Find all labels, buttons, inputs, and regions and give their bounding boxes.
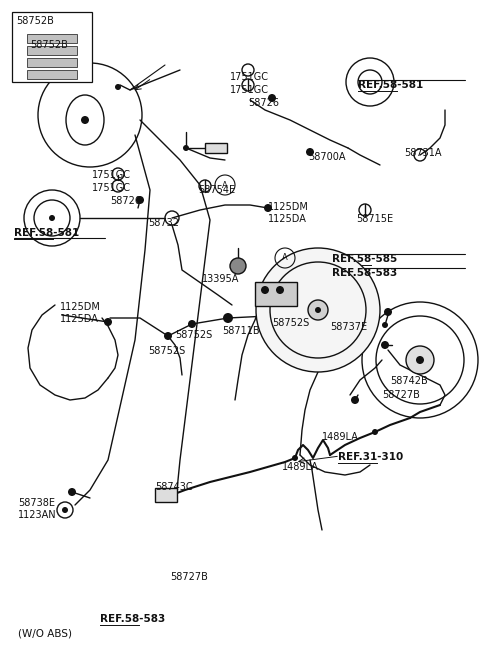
Text: 1751GC: 1751GC	[92, 170, 131, 180]
Text: REF.58-583: REF.58-583	[100, 614, 165, 624]
Text: REF.31-310: REF.31-310	[338, 452, 403, 462]
Text: A: A	[282, 253, 288, 262]
Circle shape	[264, 312, 272, 320]
Bar	[12, 12, 92, 82]
Text: 58752S: 58752S	[148, 346, 185, 356]
Text: 58727B: 58727B	[382, 390, 420, 400]
Circle shape	[276, 286, 284, 294]
Text: 58711B: 58711B	[222, 326, 260, 336]
Bar	[27, 70, 77, 79]
Text: 1489LA: 1489LA	[282, 462, 319, 472]
Bar	[255, 282, 297, 306]
Circle shape	[306, 148, 314, 156]
Text: 58700A: 58700A	[308, 152, 346, 162]
Text: 58752S: 58752S	[272, 318, 309, 328]
Text: 58754E: 58754E	[198, 185, 235, 195]
Circle shape	[230, 258, 246, 274]
Text: 1751GC: 1751GC	[230, 72, 269, 82]
Text: 58715E: 58715E	[356, 214, 393, 224]
Circle shape	[115, 84, 121, 90]
Text: 58752S: 58752S	[175, 330, 212, 340]
Text: (W/O ABS): (W/O ABS)	[18, 628, 72, 638]
Text: 58737E: 58737E	[330, 322, 367, 332]
Text: 58731A: 58731A	[404, 148, 442, 158]
Circle shape	[256, 248, 380, 372]
Text: 1125DA: 1125DA	[60, 314, 99, 324]
Circle shape	[406, 346, 434, 374]
Circle shape	[62, 507, 68, 513]
Text: REF.58-585: REF.58-585	[332, 254, 397, 264]
Text: 1751GC: 1751GC	[92, 183, 131, 193]
Circle shape	[382, 322, 388, 328]
Circle shape	[264, 204, 272, 212]
Bar	[27, 46, 77, 55]
Circle shape	[68, 488, 76, 496]
Circle shape	[308, 300, 328, 320]
Circle shape	[384, 308, 392, 316]
Bar	[155, 488, 177, 502]
Circle shape	[372, 429, 378, 435]
Circle shape	[188, 320, 196, 328]
Text: REF.58-583: REF.58-583	[332, 268, 397, 278]
Text: 1125DA: 1125DA	[268, 214, 307, 224]
Text: A: A	[222, 180, 228, 190]
Text: 58727B: 58727B	[170, 572, 208, 582]
Text: REF.58-581: REF.58-581	[14, 228, 79, 238]
Text: 58752B: 58752B	[30, 40, 68, 50]
Text: 58732: 58732	[148, 218, 179, 228]
Circle shape	[81, 116, 89, 124]
Text: 58743C: 58743C	[155, 482, 192, 492]
Circle shape	[104, 318, 112, 326]
Text: 1489LA: 1489LA	[322, 432, 359, 442]
Bar	[27, 58, 77, 67]
Bar	[27, 34, 77, 43]
Circle shape	[381, 341, 389, 349]
Circle shape	[261, 286, 269, 294]
Circle shape	[315, 307, 321, 313]
Bar	[205, 143, 227, 153]
Circle shape	[292, 455, 298, 461]
Text: 1123AN: 1123AN	[18, 510, 57, 520]
Text: 58742B: 58742B	[390, 376, 428, 386]
Circle shape	[351, 396, 359, 404]
Text: 58726: 58726	[110, 196, 141, 206]
Text: 1751GC: 1751GC	[230, 85, 269, 95]
Circle shape	[164, 332, 172, 340]
Text: 13395A: 13395A	[202, 274, 240, 284]
Text: 58726: 58726	[248, 98, 279, 108]
Circle shape	[268, 94, 276, 102]
Circle shape	[136, 196, 144, 204]
Circle shape	[183, 145, 189, 151]
Circle shape	[49, 215, 55, 221]
Text: 1125DM: 1125DM	[268, 202, 309, 212]
Text: 58738E: 58738E	[18, 498, 55, 508]
Circle shape	[223, 313, 233, 323]
Text: 58752B: 58752B	[16, 16, 54, 26]
Text: REF.58-581: REF.58-581	[358, 80, 423, 90]
Text: 1125DM: 1125DM	[60, 302, 101, 312]
Circle shape	[416, 356, 424, 364]
